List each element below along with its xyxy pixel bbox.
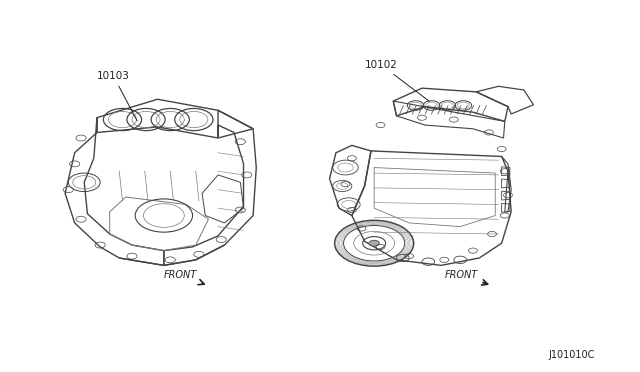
- Text: FRONT: FRONT: [164, 270, 204, 285]
- Text: FRONT: FRONT: [444, 270, 488, 285]
- Text: 10102: 10102: [365, 60, 429, 101]
- Circle shape: [369, 240, 380, 246]
- Text: J101010C: J101010C: [548, 350, 595, 360]
- Text: 10103: 10103: [97, 71, 137, 121]
